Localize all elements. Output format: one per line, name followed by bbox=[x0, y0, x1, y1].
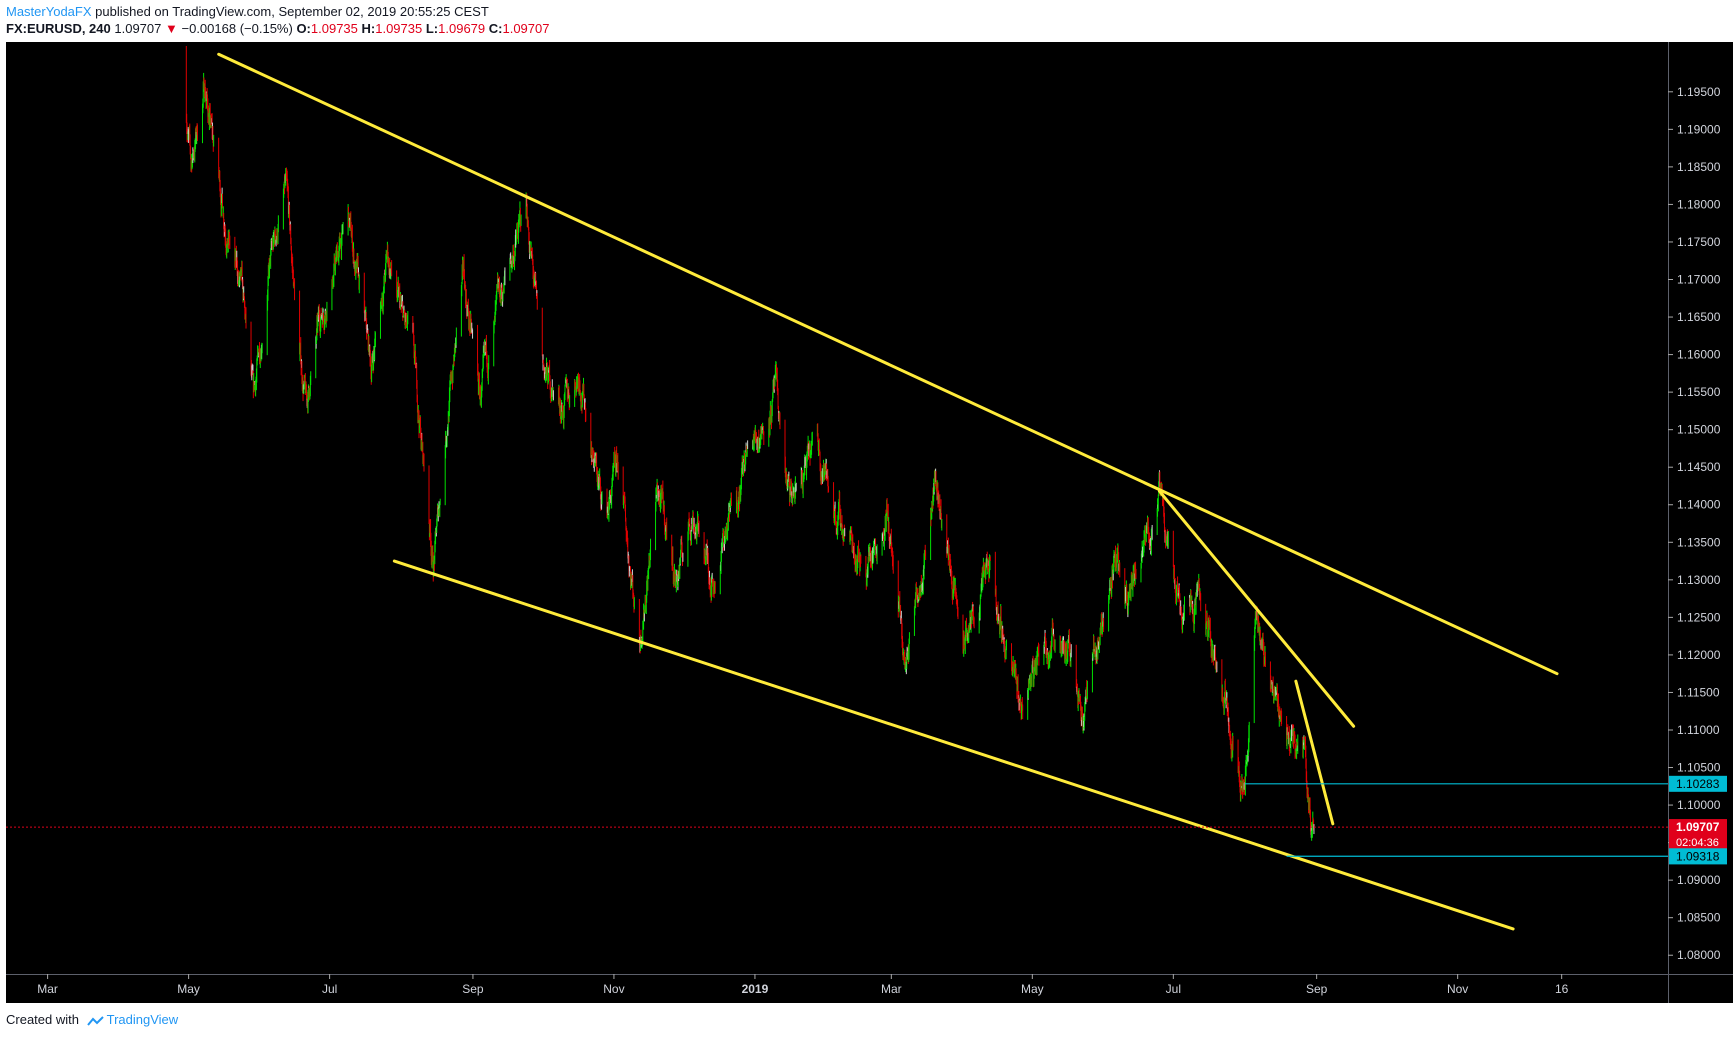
y-tick-label: 1.17500 bbox=[1677, 235, 1721, 249]
x-tick-label: Sep bbox=[1306, 982, 1328, 996]
x-tick-label: May bbox=[177, 982, 200, 996]
current-price-label: 1.09707 bbox=[1676, 820, 1720, 834]
close-label: C: bbox=[488, 21, 503, 36]
price-axis bbox=[1668, 42, 1733, 974]
y-tick-label: 1.13000 bbox=[1677, 573, 1721, 587]
y-tick-label: 1.15000 bbox=[1677, 423, 1721, 437]
open-value: 1.09735 bbox=[310, 21, 358, 36]
tradingview-link[interactable]: TradingView bbox=[106, 1012, 179, 1027]
price-change: −0.00168 (−0.15%) bbox=[181, 21, 293, 36]
y-tick-label: 1.08500 bbox=[1677, 911, 1721, 925]
high-value: 1.09735 bbox=[375, 21, 423, 36]
y-tick-label: 1.12000 bbox=[1677, 648, 1721, 662]
y-tick-label: 1.18000 bbox=[1677, 197, 1721, 211]
y-tick-label: 1.12500 bbox=[1677, 610, 1721, 624]
resistance-level-price-tag bbox=[1669, 775, 1727, 792]
footer: Created with TradingView bbox=[6, 1012, 178, 1027]
current-price-tag bbox=[1669, 819, 1727, 850]
y-tick-label: 1.09000 bbox=[1677, 873, 1721, 887]
published-text: published on TradingView.com, September … bbox=[95, 4, 489, 19]
y-tick-label: 1.18500 bbox=[1677, 160, 1721, 174]
author-link[interactable]: MasterYodaFX bbox=[6, 4, 92, 19]
x-tick-label: Nov bbox=[1447, 982, 1468, 996]
y-tick-label: 1.11500 bbox=[1677, 685, 1720, 699]
low-value: 1.09679 bbox=[438, 21, 486, 36]
y-tick-label: 1.10500 bbox=[1677, 761, 1721, 775]
last-price: 1.09707 bbox=[114, 21, 162, 36]
y-tick-label: 1.13500 bbox=[1677, 535, 1721, 549]
x-tick-label: Sep bbox=[462, 982, 484, 996]
y-tick-label: 1.11000 bbox=[1677, 723, 1720, 737]
y-tick-label: 1.16000 bbox=[1677, 348, 1721, 362]
plot-layer bbox=[6, 45, 1668, 931]
close-value: 1.09707 bbox=[502, 21, 550, 36]
upper-channel-trendline bbox=[217, 52, 1559, 676]
y-tick-label: 1.19000 bbox=[1677, 122, 1721, 136]
symbol-label: FX:EURUSD, 240 bbox=[6, 21, 111, 36]
x-tick-label: Jul bbox=[1166, 982, 1181, 996]
resistance-level-price-label: 1.10283 bbox=[1676, 777, 1720, 791]
y-tick-label: 1.14000 bbox=[1677, 498, 1721, 512]
publish-info: MasterYodaFX published on TradingView.co… bbox=[6, 4, 489, 19]
x-tick-label: Jul bbox=[322, 982, 337, 996]
lower-channel-trendline bbox=[392, 559, 1515, 931]
y-tick-label: 1.08000 bbox=[1677, 948, 1721, 962]
support-level-price-tag bbox=[1669, 848, 1727, 865]
y-tick-label: 1.10000 bbox=[1677, 798, 1721, 812]
tradingview-logo-icon bbox=[86, 1015, 104, 1026]
plot-area bbox=[6, 42, 1668, 974]
down-arrow-icon: ▼ bbox=[165, 21, 178, 36]
price-chart[interactable]: 1.19500 1.19000 1.18500 1.18000 1.17500 1.170… bbox=[0, 42, 1735, 1004]
candles bbox=[185, 45, 1315, 841]
short-downtrend-trendline bbox=[1294, 679, 1335, 826]
steep-downtrend-trendline bbox=[1157, 489, 1356, 728]
y-tick-label: 1.19500 bbox=[1677, 85, 1721, 99]
x-tick-label: Nov bbox=[603, 982, 624, 996]
y-tick-label: 1.15500 bbox=[1677, 385, 1721, 399]
high-label: H: bbox=[361, 21, 376, 36]
low-label: L: bbox=[425, 21, 439, 36]
x-tick-label: 2019 bbox=[742, 982, 769, 996]
symbol-info-bar: FX:EURUSD, 240 1.09707 ▼ −0.00168 (−0.15… bbox=[6, 21, 549, 36]
y-tick-label: 1.14500 bbox=[1677, 460, 1721, 474]
x-tick-label: Mar bbox=[881, 982, 902, 996]
bar-countdown: 02:04:36 bbox=[1676, 837, 1719, 849]
time-axis bbox=[6, 974, 1733, 1003]
created-with-text: Created with bbox=[6, 1012, 79, 1027]
x-tick-label: May bbox=[1021, 982, 1044, 996]
open-label: O: bbox=[296, 21, 311, 36]
y-tick-label: 1.16500 bbox=[1677, 310, 1721, 324]
x-tick-label: 16 bbox=[1555, 982, 1569, 996]
y-tick-label: 1.17000 bbox=[1677, 273, 1721, 287]
support-level-price-label: 1.09318 bbox=[1676, 849, 1720, 863]
x-tick-label: Mar bbox=[37, 982, 58, 996]
